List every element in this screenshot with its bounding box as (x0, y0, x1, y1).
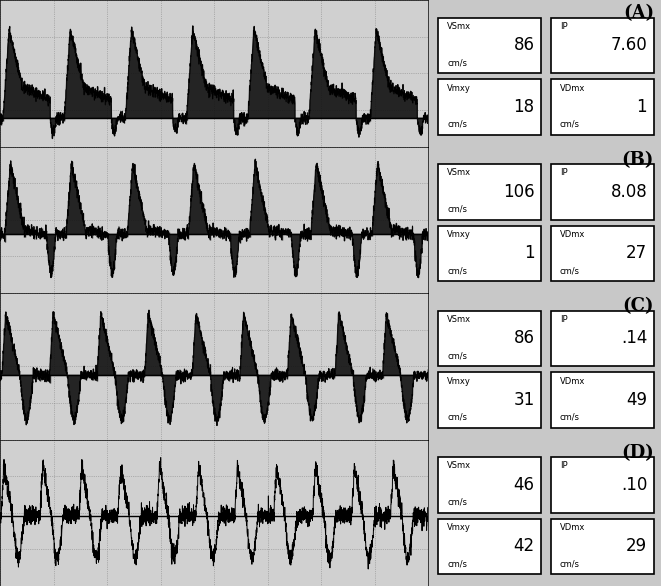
Bar (551, 372, 654, 428)
Bar (438, 164, 541, 220)
Text: Vmxy: Vmxy (447, 377, 471, 386)
Text: 1: 1 (524, 244, 535, 263)
Text: VSmx: VSmx (447, 462, 471, 471)
Text: cm/s: cm/s (447, 413, 467, 422)
Text: cm/s: cm/s (447, 205, 467, 214)
Text: cm/s: cm/s (447, 498, 467, 507)
Bar (438, 79, 541, 135)
Text: cm/s: cm/s (447, 120, 467, 129)
Text: 31: 31 (513, 391, 535, 409)
Bar (551, 457, 654, 513)
Text: cm/s: cm/s (560, 267, 580, 275)
Text: 86: 86 (514, 36, 535, 54)
Text: 86: 86 (514, 329, 535, 347)
Text: 1: 1 (637, 98, 647, 116)
Text: VDmx: VDmx (560, 230, 585, 239)
Text: 49: 49 (626, 391, 647, 409)
Bar (551, 226, 654, 281)
Text: 7.60: 7.60 (611, 36, 647, 54)
Text: Vmxy: Vmxy (447, 523, 471, 532)
Text: .10: .10 (621, 476, 647, 494)
Text: (B): (B) (622, 151, 654, 169)
Bar (551, 311, 654, 366)
Text: IP: IP (560, 22, 567, 31)
Text: IP: IP (560, 315, 567, 324)
Text: 42: 42 (514, 537, 535, 556)
Text: (C): (C) (623, 297, 654, 315)
Text: cm/s: cm/s (560, 560, 580, 568)
Text: VSmx: VSmx (447, 169, 471, 178)
Text: cm/s: cm/s (447, 352, 467, 360)
Text: VSmx: VSmx (447, 315, 471, 324)
Text: VDmx: VDmx (560, 523, 585, 532)
Bar (551, 519, 654, 574)
Text: cm/s: cm/s (447, 560, 467, 568)
Bar (551, 164, 654, 220)
Text: 8.08: 8.08 (611, 183, 647, 201)
Text: (D): (D) (621, 444, 654, 462)
Bar (438, 457, 541, 513)
Text: 46: 46 (514, 476, 535, 494)
Bar (438, 372, 541, 428)
Text: (A): (A) (623, 4, 654, 22)
Text: IP: IP (560, 462, 567, 471)
Text: VDmx: VDmx (560, 377, 585, 386)
Text: Vmxy: Vmxy (447, 230, 471, 239)
Text: cm/s: cm/s (560, 120, 580, 129)
Text: cm/s: cm/s (560, 413, 580, 422)
Text: Vmxy: Vmxy (447, 83, 471, 93)
Text: 29: 29 (626, 537, 647, 556)
Bar (551, 18, 654, 73)
Text: cm/s: cm/s (447, 267, 467, 275)
Text: 106: 106 (503, 183, 535, 201)
Text: 18: 18 (514, 98, 535, 116)
Text: VSmx: VSmx (447, 22, 471, 31)
Bar (438, 519, 541, 574)
Text: VDmx: VDmx (560, 83, 585, 93)
Bar (551, 79, 654, 135)
Bar (438, 226, 541, 281)
Text: .14: .14 (621, 329, 647, 347)
Text: IP: IP (560, 169, 567, 178)
Text: 27: 27 (626, 244, 647, 263)
Bar (438, 311, 541, 366)
Bar (438, 18, 541, 73)
Text: cm/s: cm/s (447, 59, 467, 67)
